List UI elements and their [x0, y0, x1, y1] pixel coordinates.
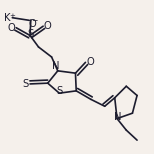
Text: S: S — [23, 79, 29, 89]
Text: +: + — [9, 13, 15, 19]
Text: O: O — [28, 19, 36, 29]
Text: N: N — [53, 61, 60, 71]
Text: S: S — [56, 86, 62, 96]
Text: O: O — [44, 21, 51, 31]
Text: K: K — [4, 14, 11, 23]
Text: O: O — [8, 23, 16, 33]
Text: S: S — [27, 29, 33, 39]
Text: N: N — [114, 112, 122, 122]
Text: −: − — [31, 16, 37, 25]
Text: O: O — [86, 57, 94, 67]
